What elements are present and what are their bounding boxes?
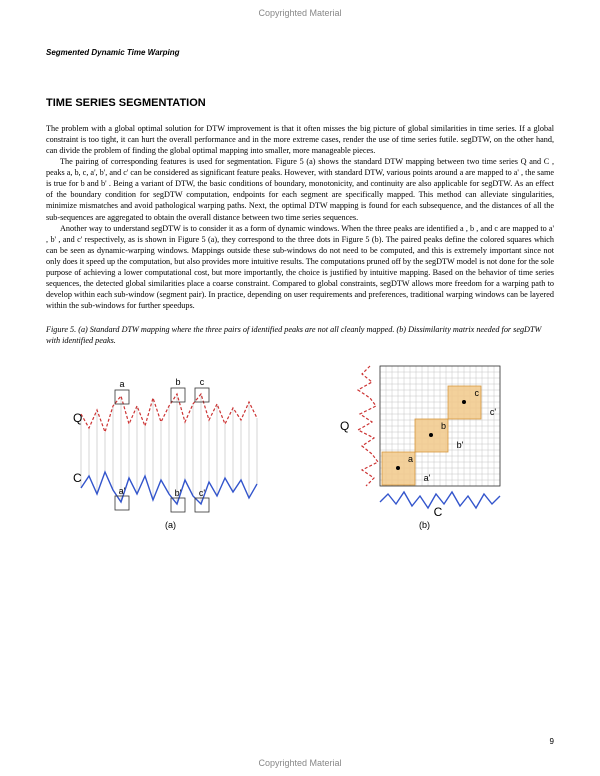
svg-text:b': b' <box>174 488 181 498</box>
figure-b-svg: a a' b b' c c' Q C <box>320 356 530 516</box>
figure-panel-b: a a' b b' c c' Q C (b) <box>320 356 530 530</box>
svg-text:b: b <box>440 421 445 431</box>
copyright-header: Copyrighted Material <box>0 8 600 18</box>
svg-text:Q: Q <box>340 419 349 433</box>
svg-text:c': c' <box>489 407 496 417</box>
svg-text:a': a' <box>118 486 125 496</box>
svg-text:Q: Q <box>73 411 82 425</box>
svg-text:c': c' <box>198 488 205 498</box>
paragraph-1: The problem with a global optimal soluti… <box>46 123 554 156</box>
running-head: Segmented Dynamic Time Warping <box>46 48 554 57</box>
svg-text:a: a <box>407 454 412 464</box>
svg-text:c: c <box>474 388 479 398</box>
svg-text:C: C <box>73 471 82 485</box>
svg-text:a: a <box>119 379 124 389</box>
svg-text:c: c <box>199 377 204 387</box>
svg-text:a': a' <box>423 473 430 483</box>
svg-text:b: b <box>175 377 180 387</box>
figure-a-svg: a b c a' b' c' Q C <box>71 376 271 516</box>
figure-a-label: (a) <box>165 520 176 530</box>
paragraph-2: The pairing of corresponding features is… <box>46 156 554 222</box>
section-heading: TIME SERIES SEGMENTATION <box>46 97 554 109</box>
figure-row: a b c a' b' c' Q C (a) a a' b b' c c' Q C (b) <box>46 356 554 530</box>
figure-panel-a: a b c a' b' c' Q C (a) <box>71 376 271 530</box>
paragraph-3: Another way to understand segDTW is to c… <box>46 223 554 312</box>
svg-text:C: C <box>433 505 442 516</box>
figure-b-label: (b) <box>419 520 430 530</box>
figure-caption: Figure 5. (a) Standard DTW mapping where… <box>46 325 554 346</box>
page-number: 9 <box>550 737 554 746</box>
copyright-footer: Copyrighted Material <box>0 758 600 768</box>
svg-text:b': b' <box>456 440 463 450</box>
